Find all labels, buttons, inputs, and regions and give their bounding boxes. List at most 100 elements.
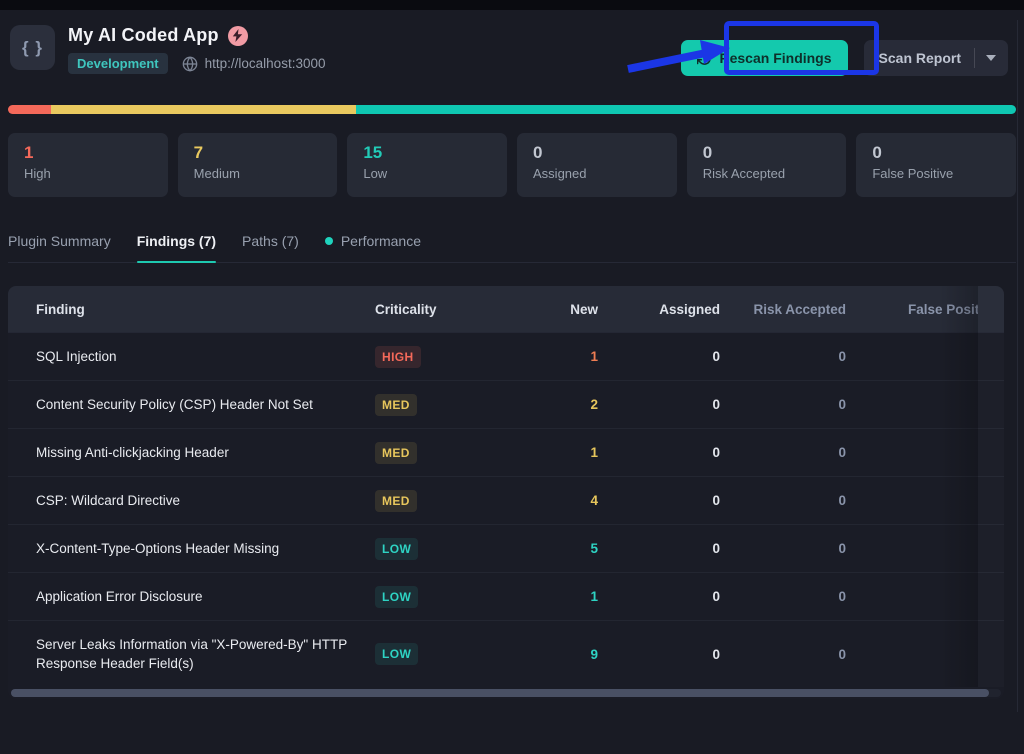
column-header-new[interactable]: New — [570, 301, 598, 317]
stat-label: High — [24, 166, 51, 181]
assigned-count: 0 — [712, 397, 720, 412]
table-row[interactable]: Application Error Disclosure LOW 1 0 0 — [8, 573, 1004, 621]
severity-segment-medium — [51, 105, 356, 114]
top-edge-strip — [0, 0, 1024, 10]
stat-value: 0 — [702, 143, 713, 162]
finding-name: Application Error Disclosure — [36, 589, 203, 604]
tab-label: Plugin Summary — [8, 233, 111, 249]
table-row[interactable]: Server Leaks Information via "X-Powered-… — [8, 621, 1004, 687]
stat-card-high: 1 High — [8, 133, 168, 197]
globe-icon — [182, 55, 198, 72]
risk-accepted-count: 0 — [838, 445, 846, 460]
new-count: 1 — [590, 349, 598, 364]
column-header-false-positive[interactable]: False Positive — [907, 301, 978, 317]
risk-accepted-count: 0 — [838, 349, 846, 364]
risk-accepted-count: 0 — [838, 397, 846, 412]
assigned-count: 0 — [712, 589, 720, 604]
assigned-count: 0 — [712, 493, 720, 508]
new-count: 1 — [590, 589, 598, 604]
new-count: 9 — [590, 646, 598, 662]
title-block: My AI Coded App Development http://local… — [68, 25, 325, 74]
risk-accepted-count: 0 — [838, 493, 846, 508]
stat-card-risk-accepted: 0 Risk Accepted — [686, 133, 847, 197]
tab-label: Performance — [340, 233, 421, 249]
table-row[interactable]: SQL Injection HIGH 1 0 0 — [8, 333, 1004, 381]
criticality-badge: LOW — [375, 537, 419, 560]
refresh-icon — [696, 51, 712, 66]
column-header-risk-accepted[interactable]: Risk Accepted — [753, 301, 846, 317]
column-header-finding[interactable]: Finding — [36, 301, 85, 317]
criticality-badge: MED — [375, 393, 417, 416]
chevron-down-icon[interactable] — [986, 55, 996, 61]
page-title: My AI Coded App — [68, 25, 219, 45]
stat-label: False Positive — [872, 166, 954, 181]
stat-card-false-positive: 0 False Positive — [856, 133, 1017, 197]
severity-segment-low — [355, 105, 1016, 114]
finding-name: SQL Injection — [36, 349, 117, 364]
table-header-row: Finding Criticality New Assigned Risk Accept… — [8, 286, 1004, 333]
criticality-badge: HIGH — [375, 345, 421, 368]
tab-paths-7[interactable]: Paths (7) — [242, 233, 299, 262]
stat-card-assigned: 0 Assigned — [517, 133, 677, 197]
table-row[interactable]: Missing Anti-clickjacking Header MED 1 0… — [8, 429, 1004, 477]
stat-value: 15 — [363, 143, 383, 162]
new-count: 4 — [590, 493, 598, 508]
criticality-badge: MED — [375, 441, 417, 464]
stat-card-low: 15 Low — [347, 133, 508, 197]
assigned-count: 0 — [712, 349, 720, 364]
table-row[interactable]: X-Content-Type-Options Header Missing LO… — [8, 525, 1004, 573]
app-logo-braces-icon: { } — [10, 25, 55, 70]
stat-value: 7 — [193, 143, 204, 162]
severity-segment-high — [8, 105, 52, 114]
risk-accepted-count: 0 — [838, 646, 846, 662]
environment-badge: Development — [68, 53, 168, 74]
criticality-badge: LOW — [375, 643, 419, 665]
tab-label: Paths (7) — [242, 233, 299, 249]
criticality-badge: LOW — [375, 585, 419, 608]
button-divider — [974, 48, 975, 68]
table-row[interactable]: Content Security Policy (CSP) Header Not… — [8, 381, 1004, 429]
stat-label: Risk Accepted — [702, 166, 786, 181]
scrollbar-thumb[interactable] — [11, 689, 990, 697]
performance-dot-icon — [324, 237, 333, 245]
finding-name: CSP: Wildcard Directive — [36, 493, 181, 508]
stat-label: Low — [363, 166, 388, 181]
lightning-icon — [227, 25, 248, 46]
severity-bar — [8, 105, 1016, 114]
scan-report-button[interactable]: Scan Report — [863, 40, 1008, 76]
stats-row: 1 High 7 Medium 15 Low 0 Assigned 0 Risk… — [8, 133, 1017, 197]
tab-plugin-summary[interactable]: Plugin Summary — [8, 233, 111, 262]
stat-value: 0 — [533, 143, 543, 162]
assigned-count: 0 — [712, 646, 720, 662]
stat-label: Assigned — [533, 166, 587, 181]
stat-value: 1 — [24, 143, 34, 162]
header-actions: Rescan Findings Scan Report — [680, 40, 1008, 76]
rescan-findings-button[interactable]: Rescan Findings — [680, 40, 848, 76]
risk-accepted-count: 0 — [838, 589, 846, 604]
column-header-assigned[interactable]: Assigned — [659, 301, 720, 317]
finding-name: Server Leaks Information via "X-Powered-… — [36, 637, 347, 671]
tab-findings-7[interactable]: Findings (7) — [136, 233, 217, 263]
tab-performance[interactable]: Performance — [324, 233, 421, 262]
new-count: 2 — [590, 397, 598, 412]
tab-label: Findings (7) — [136, 233, 217, 249]
stat-value: 0 — [872, 143, 882, 162]
findings-table-body: SQL Injection HIGH 1 0 0 Content Securit… — [8, 333, 1004, 687]
finding-name: X-Content-Type-Options Header Missing — [36, 541, 280, 556]
assigned-count: 0 — [712, 445, 720, 460]
finding-name: Missing Anti-clickjacking Header — [36, 445, 229, 460]
column-header-criticality[interactable]: Criticality — [375, 301, 437, 317]
tabs: Plugin Summary Findings (7) Paths (7) Pe… — [8, 233, 1016, 263]
table-header-grid: Finding Criticality New Assigned Risk Accept… — [8, 286, 978, 332]
right-hairline — [1017, 20, 1018, 712]
criticality-badge: MED — [375, 489, 417, 512]
stat-card-medium: 7 Medium — [177, 133, 338, 197]
horizontal-scrollbar[interactable] — [11, 689, 1001, 697]
target-url: http://localhost:3000 — [204, 56, 326, 71]
app-header: { } My AI Coded App Development — [10, 25, 1016, 81]
table-row[interactable]: CSP: Wildcard Directive MED 4 0 0 — [8, 477, 1004, 525]
new-count: 1 — [590, 445, 598, 460]
stat-label: Medium — [193, 166, 240, 181]
assigned-count: 0 — [712, 541, 720, 556]
